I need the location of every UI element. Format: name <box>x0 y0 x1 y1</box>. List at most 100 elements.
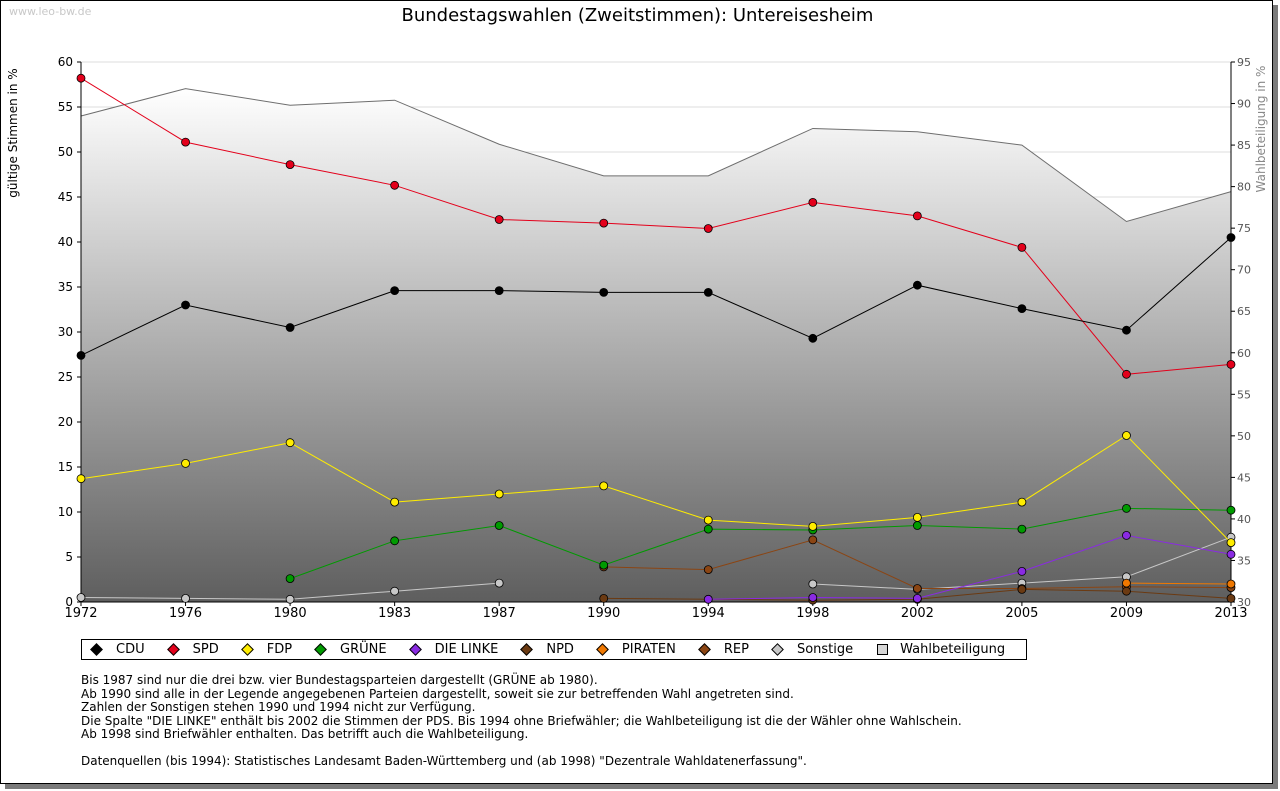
data-point-fdp <box>703 515 713 525</box>
y-tick-label: 20 <box>58 415 73 429</box>
data-point-spd <box>390 180 400 190</box>
y-tick-label: 15 <box>58 460 73 474</box>
data-point-sonstige <box>181 594 190 603</box>
data-point-fdp <box>1122 431 1131 440</box>
x-tick-label: 2002 <box>901 606 934 621</box>
data-point-sonstige <box>390 586 400 596</box>
axes: 0 5 10 15 20 25 30 35 40 45 50 55 60 30 35 40 45 50 55 60 65… <box>58 55 1251 621</box>
data-point-die-linke <box>912 594 922 603</box>
legend-label: PIRATEN <box>621 642 676 657</box>
data-point-piraten <box>1226 579 1236 589</box>
data-point-npd <box>599 594 609 603</box>
legend-label: Sonstige <box>796 642 854 657</box>
data-point-sonstige <box>494 578 504 588</box>
legend-label: Wahlbeteiligung <box>900 642 1006 657</box>
note-line: Die Spalte "DIE LINKE" enthält bis 2002 … <box>81 713 962 728</box>
data-point-die-linke <box>703 594 713 604</box>
data-point-grüne <box>1122 503 1131 513</box>
chart-title: Bundestagswahlen (Zweitstimmen): Unterei… <box>401 5 874 26</box>
data-point-sonstige <box>285 594 295 604</box>
x-tick-label: 1976 <box>169 606 202 621</box>
note-line: Ab 1998 sind Briefwähler enthalten. Das … <box>81 727 529 741</box>
y-tick-label: 10 <box>58 505 73 519</box>
x-tick-label: 1998 <box>796 606 829 621</box>
data-point-fdp <box>390 497 400 507</box>
y2-tick-label: 65 <box>1237 305 1251 318</box>
data-point-cdu <box>285 323 295 332</box>
y2-tick-label: 50 <box>1237 430 1251 443</box>
data-point-fdp <box>599 481 609 491</box>
y2-tick-label: 75 <box>1237 222 1251 235</box>
data-point-cdu <box>1017 304 1027 314</box>
y2-tick-label: 45 <box>1237 471 1251 484</box>
data-point-fdp <box>76 474 86 484</box>
y2-tick-label: 90 <box>1237 98 1251 111</box>
data-point-cdu <box>76 350 86 360</box>
y2-tick-label: 95 <box>1237 56 1251 69</box>
data-point-cdu <box>181 300 190 310</box>
x-tick-label: 1972 <box>64 606 97 621</box>
data-point-cdu <box>599 287 609 297</box>
legend-marker-turnout <box>877 644 889 655</box>
data-point-npd <box>1122 586 1131 596</box>
y-tick-label: 60 <box>58 55 73 69</box>
y-tick-label: 25 <box>58 370 73 384</box>
legend-marker <box>240 643 254 656</box>
data-point-spd <box>808 197 818 207</box>
y2-tick-label: 55 <box>1237 388 1251 401</box>
data-point-cdu <box>1226 233 1236 242</box>
data-point-spd <box>285 160 295 170</box>
turnout-line <box>80 88 1232 223</box>
y2-tick-label: 35 <box>1237 554 1251 567</box>
legend-item: PIRATEN <box>596 642 676 657</box>
data-point-fdp <box>494 489 504 499</box>
data-point-cdu <box>912 280 922 290</box>
y-tick-label: 5 <box>65 550 73 564</box>
data-point-fdp <box>181 458 190 468</box>
data-point-grüne <box>285 574 295 583</box>
footnotes: Bis 1987 sind nur die drei bzw. vier Bun… <box>81 673 962 769</box>
data-point-grüne <box>599 560 609 570</box>
y2-tick-label: 80 <box>1237 181 1251 194</box>
legend-item: DIE LINKE <box>408 642 498 657</box>
y-tick-label: 35 <box>58 280 73 294</box>
data-point-cdu <box>494 286 504 296</box>
y-tick-label: 0 <box>65 595 73 609</box>
y-axis-label: gültige Stimmen in % <box>6 68 20 197</box>
series-line-spd <box>80 77 1232 375</box>
data-point-spd <box>76 73 86 83</box>
series-line-die-linke <box>708 534 1232 600</box>
data-point-fdp <box>285 438 295 448</box>
x-tick-label: 1990 <box>587 606 620 621</box>
data-point-grüne <box>390 536 400 546</box>
data-point-die-linke <box>1017 567 1027 576</box>
x-tick-label: 2013 <box>1214 606 1247 621</box>
data-point-grüne <box>703 524 713 534</box>
x-tick-label: 1987 <box>483 606 516 621</box>
note-line: Ab 1990 sind alle in der Legende angegeb… <box>81 686 794 701</box>
data-point-sonstige <box>76 593 86 602</box>
legend-marker <box>771 643 784 656</box>
note-line: Datenquellen (bis 1994): Statistisches L… <box>81 754 807 768</box>
data-point-npd <box>1017 585 1027 594</box>
legend-marker <box>314 643 327 656</box>
data-point-spd <box>1226 359 1236 369</box>
data-point-cdu <box>808 333 818 343</box>
note-line: Bis 1987 sind nur die drei bzw. vier Bun… <box>81 673 598 687</box>
y2-tick-label: 30 <box>1237 596 1251 609</box>
data-point-spd <box>599 218 609 228</box>
data-point-rep <box>912 584 922 593</box>
y2-tick-label: 70 <box>1237 264 1251 277</box>
legend-label: SPD <box>192 642 219 657</box>
legend-marker <box>596 643 609 656</box>
data-point-piraten <box>1122 578 1131 588</box>
legend-label: CDU <box>116 642 145 657</box>
data-point-cdu <box>703 287 713 297</box>
data-point-fdp <box>808 522 818 531</box>
x-tick-label: 2005 <box>1005 606 1038 621</box>
data-point-die-linke <box>808 593 818 602</box>
data-point-spd <box>912 211 922 221</box>
series-line-cdu <box>80 237 1232 356</box>
data-point-cdu <box>1122 325 1131 335</box>
